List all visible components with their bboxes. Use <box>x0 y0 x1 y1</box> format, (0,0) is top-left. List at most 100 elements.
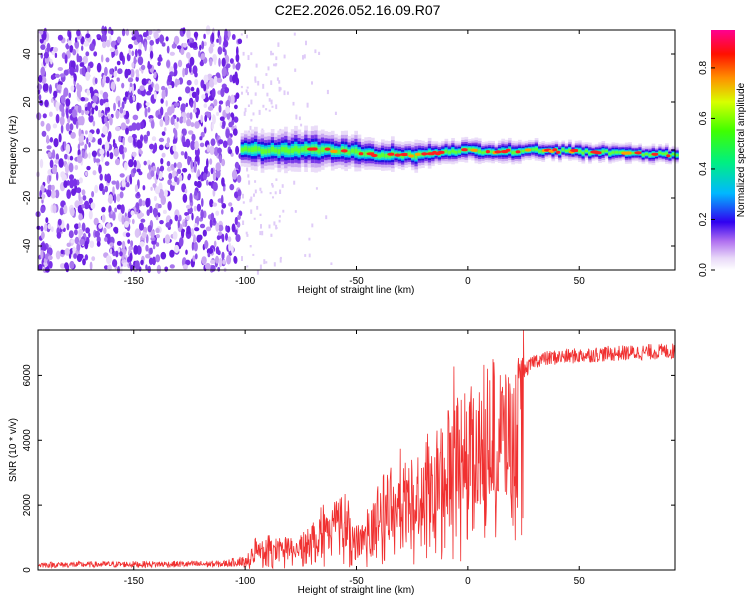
noise-blob <box>227 236 232 243</box>
noise-blob <box>234 71 238 81</box>
noise-blob <box>46 188 52 198</box>
noise-blob <box>73 253 77 259</box>
noise-blob <box>153 142 158 152</box>
noise-blob <box>208 247 214 254</box>
noise-speck <box>303 54 306 59</box>
noise-blob <box>203 74 209 83</box>
noise-blob <box>104 26 107 36</box>
noise-blob <box>194 253 198 260</box>
noise-blob <box>201 198 204 207</box>
noise-blob <box>77 105 82 114</box>
noise-blob <box>148 164 152 170</box>
noise-speck <box>273 262 276 267</box>
noise-blob <box>141 200 146 207</box>
noise-blob <box>84 254 89 261</box>
noise-blob <box>193 100 197 110</box>
spectrogram-y-tick-label: 40 <box>22 48 33 60</box>
noise-blob <box>132 151 137 157</box>
noise-blob <box>50 58 53 65</box>
noise-blob <box>143 134 149 142</box>
noise-blob <box>178 237 184 247</box>
noise-blob <box>136 191 140 197</box>
noise-blob <box>42 113 47 119</box>
noise-blob <box>40 249 44 260</box>
noise-blob <box>84 106 88 111</box>
noise-blob <box>190 102 194 108</box>
noise-blob <box>209 77 215 88</box>
noise-blob <box>49 111 53 117</box>
noise-blob <box>98 137 102 146</box>
colorbar: 0.0 0.2 0.4 0.6 0.8 Normalized spectral ampl… <box>698 30 747 277</box>
noise-speck <box>330 262 333 265</box>
noise-speck <box>265 73 268 76</box>
noise-blob <box>148 29 153 36</box>
noise-speck <box>270 80 273 85</box>
band-segment <box>604 150 609 152</box>
noise-blob <box>217 266 221 272</box>
noise-blob <box>94 230 101 238</box>
noise-blob <box>114 48 119 56</box>
noise-blob <box>127 135 134 143</box>
noise-blob <box>41 76 47 84</box>
noise-blob <box>54 73 61 78</box>
noise-blob <box>180 103 186 110</box>
noise-blob <box>99 183 104 192</box>
noise-blob <box>221 177 225 187</box>
band-peak <box>399 152 409 157</box>
noise-blob <box>169 249 175 258</box>
noise-blob <box>143 100 147 109</box>
noise-blob <box>120 204 125 215</box>
band-segment <box>304 146 308 152</box>
noise-blob <box>85 71 91 81</box>
noise-blob <box>181 228 185 239</box>
noise-blob <box>70 239 76 244</box>
noise-blob <box>218 100 224 105</box>
noise-blob <box>167 201 172 211</box>
band-peak <box>570 148 580 153</box>
noise-blob <box>190 228 194 237</box>
colorbar-gradient <box>711 30 735 270</box>
noise-blob <box>60 263 66 269</box>
colorbar-tick-label: 0.4 <box>698 162 709 176</box>
noise-blob <box>40 225 44 232</box>
snr-y-axis-label: SNR (10 * v/v) <box>8 418 19 482</box>
noise-blob <box>60 171 66 178</box>
noise-blob <box>115 126 121 132</box>
band-segment <box>350 148 355 153</box>
noise-speck <box>268 224 271 229</box>
noise-speck <box>334 111 337 115</box>
noise-blob <box>88 152 91 159</box>
band-peak <box>524 148 532 152</box>
noise-blob <box>160 251 167 260</box>
band-segment <box>467 148 472 151</box>
spectrogram-x-tick-label: -100 <box>235 276 255 287</box>
noise-blob <box>47 223 52 230</box>
noise-blob <box>74 229 78 236</box>
noise-blob <box>147 106 151 113</box>
noise-blob <box>182 222 186 227</box>
noise-blob <box>236 62 241 68</box>
noise-speck <box>292 101 295 106</box>
noise-blob <box>216 38 220 43</box>
noise-blob <box>96 34 101 39</box>
noise-blob <box>65 107 69 116</box>
noise-blob <box>103 227 107 234</box>
noise-blob <box>96 241 101 247</box>
noise-blob <box>44 223 48 232</box>
noise-blob <box>85 130 88 135</box>
snr-x-axis-label: Height of straight line (km) <box>298 585 415 596</box>
noise-blob <box>229 58 234 64</box>
noise-blob <box>134 48 138 58</box>
noise-blob <box>215 169 221 179</box>
band-segment <box>531 148 535 151</box>
band-segment <box>608 152 612 155</box>
noise-blob <box>119 173 125 178</box>
noise-blob <box>164 266 169 272</box>
noise-blob <box>230 94 235 105</box>
noise-blob <box>189 112 193 120</box>
band-segment <box>320 147 325 152</box>
noise-blob <box>39 158 44 169</box>
noise-blob <box>153 195 157 202</box>
noise-blob <box>203 41 207 47</box>
band-segment <box>447 151 452 154</box>
